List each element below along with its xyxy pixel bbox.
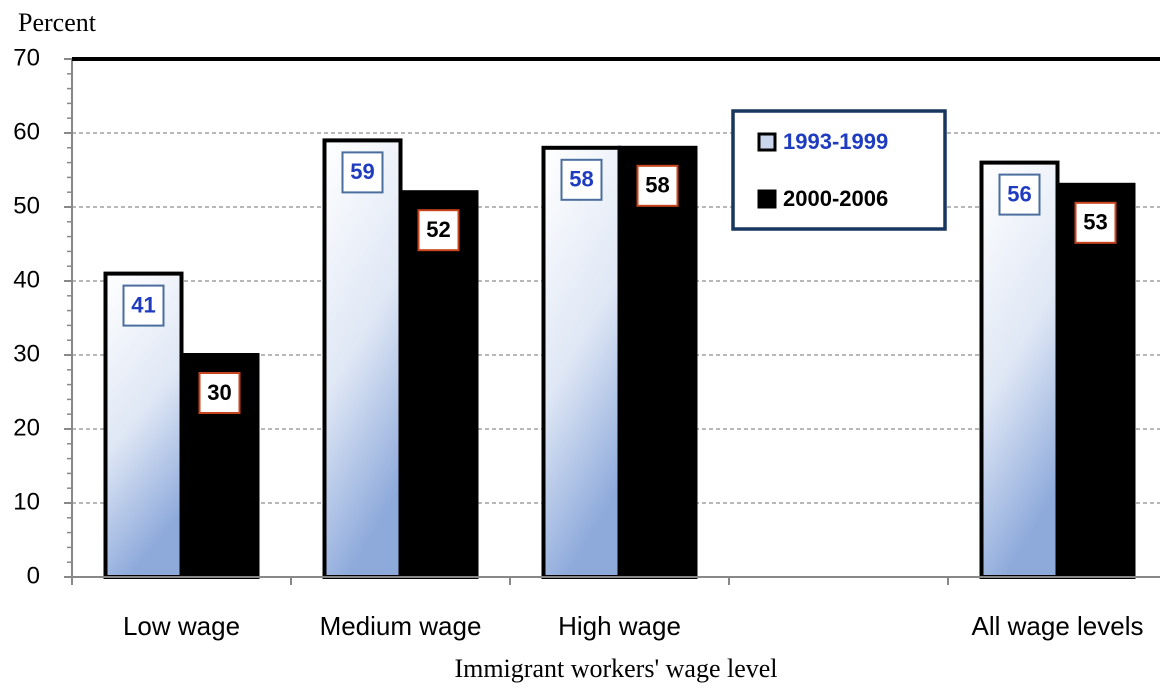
legend-label: 1993-1999 [783,129,888,154]
value-label-box [341,151,384,194]
value-label: 59 [350,159,374,184]
value-label: 30 [207,380,231,405]
bar [979,160,1060,579]
value-label-box [122,284,165,327]
value-label-box [1074,201,1117,244]
y-tick-label: 40 [13,266,40,293]
value-label-box [998,173,1041,216]
value-label: 52 [426,217,450,242]
legend-label: 2000-2006 [783,186,888,211]
x-axis-title: Immigrant workers' wage level [454,654,777,683]
value-label: 56 [1007,181,1031,206]
y-axis-title: Percent [18,8,97,37]
y-tick-label: 60 [13,118,40,145]
x-tick-label: All wage levels [972,611,1144,641]
legend-box [731,109,947,231]
value-label-box [417,209,460,252]
y-tick-label: 0 [27,562,40,589]
y-tick-label: 10 [13,488,40,515]
value-label-box [198,372,241,414]
y-tick-label: 30 [13,340,40,367]
bar [398,190,479,579]
y-tick-label: 70 [13,44,40,71]
value-label: 58 [645,173,669,198]
value-label-box [636,164,679,207]
value-label: 58 [569,167,593,192]
bar [617,145,698,580]
legend-swatch [757,132,777,152]
bar [322,138,403,579]
y-tick-label: 20 [13,414,40,441]
bar [541,145,622,580]
value-label: 53 [1083,210,1107,235]
value-label-box [560,158,603,201]
x-tick-label: Medium wage [320,611,482,641]
x-tick-label: High wage [558,611,681,641]
x-tick-label: Low wage [123,611,240,641]
y-tick-label: 50 [13,192,40,219]
value-label: 41 [131,292,155,317]
legend-swatch [757,189,777,209]
